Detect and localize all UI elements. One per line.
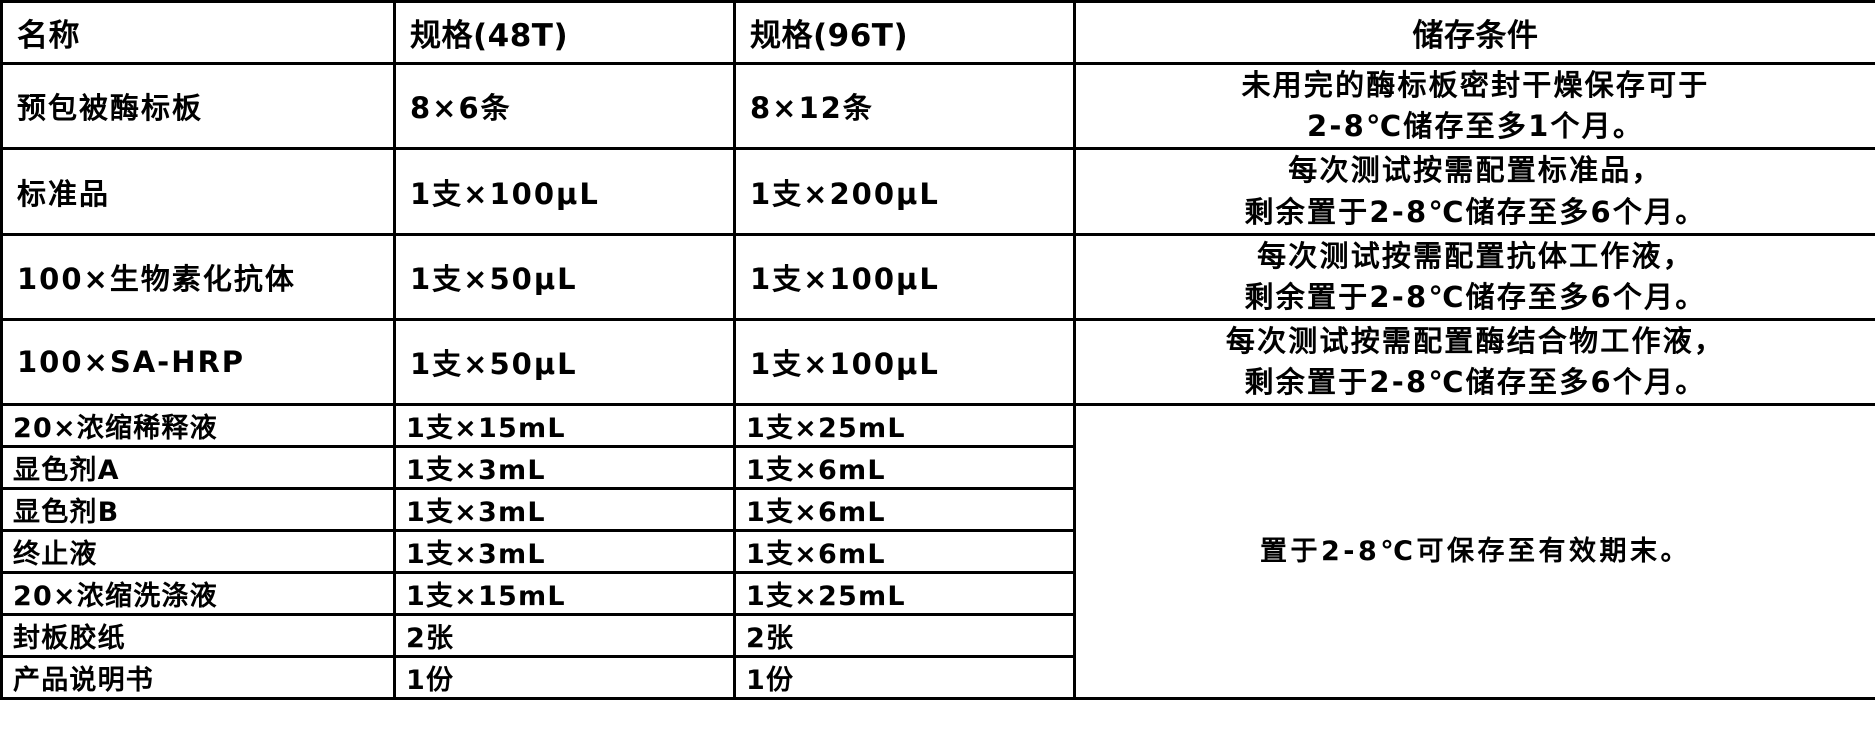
- cell-component-name: 终止液: [0, 529, 396, 575]
- cell-component-name: 封板胶纸: [0, 613, 396, 659]
- cell-spec-96t: 1支×25mL: [733, 571, 1076, 617]
- table-row: 产品说明书 1份 1份: [0, 655, 1875, 701]
- cell-spec-48t: 1支×3mL: [393, 445, 736, 491]
- cell-spec-48t: 2张: [393, 613, 736, 659]
- cell-spec-96t: 1支×100μL: [733, 232, 1076, 322]
- storage-line: 每次测试按需配置酶结合物工作液，: [1225, 324, 1726, 359]
- cell-spec-96t: 8×12条: [733, 61, 1076, 151]
- storage-line: 2-8℃储存至多1个月。: [1306, 109, 1645, 144]
- cell-spec-96t: 1支×100μL: [733, 318, 1076, 407]
- kit-components-table: 名称 规格(48T) 规格(96T) 储存条件 预包被酶标板 8×6条 8×12…: [0, 0, 1875, 701]
- table-row: 100×SA-HRP 1支×50μL 1支×100μL 每次测试按需配置酶结合物…: [0, 318, 1875, 407]
- storage-line: 每次测试按需配置抗体工作液，: [1257, 238, 1694, 273]
- cell-spec-96t: 1份: [733, 655, 1076, 701]
- cell-storage-condition: 每次测试按需配置酶结合物工作液， 剩余置于2-8℃储存至多6个月。: [1073, 318, 1875, 407]
- cell-spec-48t: 1支×3mL: [393, 487, 736, 533]
- table-row: 封板胶纸 2张 2张: [0, 613, 1875, 659]
- cell-component-name: 预包被酶标板: [0, 61, 396, 151]
- cell-spec-48t: 1支×100μL: [393, 147, 736, 236]
- table-row: 标准品 1支×100μL 1支×200μL 每次测试按需配置标准品， 剩余置于2…: [0, 147, 1875, 236]
- cell-spec-48t: 8×6条: [393, 61, 736, 151]
- cell-component-name: 显色剂B: [0, 487, 396, 533]
- cell-spec-96t: 1支×25mL: [733, 403, 1076, 449]
- table-row: 20×浓缩洗涤液 1支×15mL 1支×25mL: [0, 571, 1875, 617]
- cell-component-name: 100×SA-HRP: [0, 318, 396, 407]
- storage-line: 未用完的酶标板密封干燥保存可于: [1241, 68, 1710, 102]
- cell-component-name: 20×浓缩洗涤液: [0, 571, 396, 617]
- cell-spec-48t: 1份: [393, 655, 736, 701]
- cell-spec-48t: 1支×3mL: [393, 529, 736, 575]
- cell-component-name: 产品说明书: [0, 655, 396, 701]
- storage-line: 剩余置于2-8℃储存至多6个月。: [1244, 279, 1707, 314]
- cell-component-name: 标准品: [0, 147, 396, 236]
- column-header-name: 名称: [0, 0, 396, 65]
- cell-storage-condition: 未用完的酶标板密封干燥保存可于 2-8℃储存至多1个月。: [1073, 61, 1875, 151]
- table-row: 显色剂B 1支×3mL 1支×6mL: [0, 487, 1875, 533]
- storage-line: 剩余置于2-8℃储存至多6个月。: [1244, 194, 1707, 229]
- column-header-storage-conditions: 储存条件: [1073, 0, 1875, 65]
- cell-spec-48t: 1支×50μL: [393, 318, 736, 407]
- table-row: 显色剂A 1支×3mL 1支×6mL: [0, 445, 1875, 491]
- table-row: 100×生物素化抗体 1支×50μL 1支×100μL 每次测试按需配置抗体工作…: [0, 232, 1875, 322]
- table-header-row: 名称 规格(48T) 规格(96T) 储存条件: [0, 0, 1875, 65]
- cell-component-name: 100×生物素化抗体: [0, 232, 396, 322]
- table-row: 终止液 1支×3mL 1支×6mL: [0, 529, 1875, 575]
- cell-storage-condition: 每次测试按需配置抗体工作液， 剩余置于2-8℃储存至多6个月。: [1073, 232, 1875, 322]
- table-row: 20×浓缩稀释液 1支×15mL 1支×25mL 置于2-8℃可保存至有效期末。: [0, 403, 1875, 701]
- cell-storage-condition-merged: 置于2-8℃可保存至有效期末。: [1073, 403, 1875, 701]
- column-header-spec-48t: 规格(48T): [393, 0, 736, 65]
- cell-component-name: 20×浓缩稀释液: [0, 403, 396, 449]
- cell-spec-48t: 1支×15mL: [393, 403, 736, 449]
- cell-spec-96t: 2张: [733, 613, 1076, 659]
- cell-component-name: 显色剂A: [0, 445, 396, 491]
- cell-spec-48t: 1支×15mL: [393, 571, 736, 617]
- cell-spec-96t: 1支×6mL: [733, 529, 1076, 575]
- cell-spec-96t: 1支×200μL: [733, 147, 1076, 236]
- table-row: 预包被酶标板 8×6条 8×12条 未用完的酶标板密封干燥保存可于 2-8℃储存…: [0, 61, 1875, 151]
- storage-line: 剩余置于2-8℃储存至多6个月。: [1244, 365, 1707, 400]
- cell-spec-96t: 1支×6mL: [733, 487, 1076, 533]
- storage-line: 每次测试按需配置标准品，: [1288, 153, 1663, 188]
- cell-spec-48t: 1支×50μL: [393, 232, 736, 322]
- column-header-spec-96t: 规格(96T): [733, 0, 1076, 65]
- cell-storage-condition: 每次测试按需配置标准品， 剩余置于2-8℃储存至多6个月。: [1073, 147, 1875, 236]
- cell-spec-96t: 1支×6mL: [733, 445, 1076, 491]
